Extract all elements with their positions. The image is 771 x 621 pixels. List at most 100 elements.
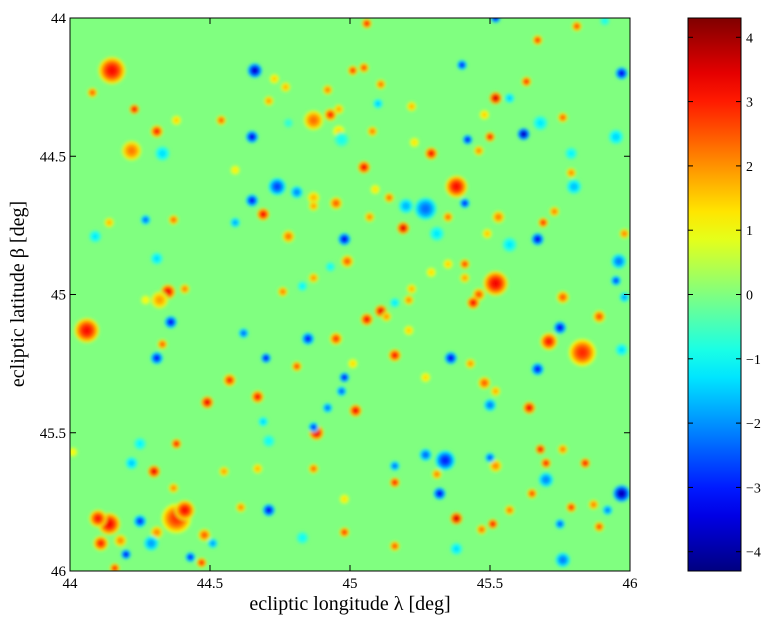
- heatmap-spot: [197, 528, 212, 543]
- heatmap-spot: [490, 18, 502, 24]
- heatmap-spot: [554, 551, 572, 569]
- heatmap-spot: [481, 228, 493, 240]
- heatmap-spot: [564, 146, 579, 161]
- heatmap-spot: [281, 229, 296, 244]
- heatmap-spot: [478, 109, 490, 121]
- heatmap-spot: [406, 283, 418, 295]
- heatmap-spot: [487, 518, 499, 530]
- heatmap-spot: [459, 197, 471, 209]
- heatmap-spot: [245, 129, 259, 144]
- heatmap-spot: [296, 280, 308, 292]
- heatmap-spot: [263, 95, 275, 107]
- heatmap-spot: [168, 482, 180, 494]
- heatmap-spot: [383, 192, 395, 204]
- heatmap-spot: [302, 109, 325, 132]
- heatmap-spot: [124, 456, 139, 471]
- heatmap-spot: [526, 487, 538, 500]
- heatmap-spot: [170, 114, 182, 126]
- heatmap-spot: [364, 211, 376, 223]
- heatmap-spot: [70, 446, 79, 458]
- heatmap-spot: [403, 294, 415, 306]
- heatmap-spot: [250, 389, 265, 404]
- heatmap-spot: [366, 125, 378, 137]
- heatmap-spot: [338, 526, 350, 538]
- heatmap-spot: [459, 258, 471, 270]
- colorbar-tick-label: −2: [746, 417, 761, 432]
- heatmap-spot: [548, 205, 561, 218]
- y-axis-ticks: 44 44.5 45 45.5 46: [40, 11, 630, 580]
- heatmap-spot: [537, 471, 555, 489]
- heatmap-spot: [610, 275, 622, 287]
- heatmap-spot: [154, 145, 171, 162]
- x-tick-label: 44.5: [197, 576, 223, 592]
- heatmap-spot: [277, 286, 289, 298]
- heatmap-spot: [291, 360, 303, 372]
- heatmap-spot: [432, 486, 447, 501]
- heatmap-spot: [173, 498, 196, 522]
- heatmap-spot: [387, 348, 402, 363]
- heatmap-spot: [420, 371, 432, 384]
- heatmap-spot: [442, 258, 454, 270]
- heatmap-spot: [338, 371, 350, 384]
- heatmap-spot: [532, 114, 549, 132]
- heatmap-spot: [389, 540, 401, 552]
- heatmap-spots: [70, 18, 630, 571]
- colorbar-gradient: [687, 17, 742, 572]
- heatmap-spot: [336, 385, 348, 397]
- heatmap-spot: [459, 272, 471, 284]
- heatmap-spot: [86, 87, 98, 99]
- heatmap-spot: [109, 562, 121, 571]
- heatmap-spot: [602, 504, 614, 516]
- heatmap-spot: [408, 136, 420, 149]
- x-tick-label: 46: [623, 576, 639, 592]
- heatmap-spot: [179, 283, 191, 295]
- colorbar-tick-label: −4: [746, 546, 761, 561]
- heatmap-spot: [504, 504, 516, 516]
- heatmap-spot: [431, 468, 443, 480]
- colorbar-tick-label: 0: [746, 289, 753, 304]
- heatmap-spot: [565, 167, 577, 179]
- heatmap-spot: [443, 351, 458, 366]
- heatmap-spot: [539, 331, 559, 352]
- heatmap-spot: [229, 164, 241, 176]
- x-tick-label: 45.5: [477, 576, 503, 592]
- heatmap-spot: [218, 465, 230, 478]
- heatmap-spot: [565, 501, 577, 514]
- heatmap-spot: [520, 75, 533, 88]
- heatmap-spot: [413, 196, 439, 222]
- heatmap-spot: [424, 146, 439, 161]
- heatmap-spot: [207, 537, 219, 549]
- colorbar: 4 3 2 1 0 −1 −2 −3 −4: [687, 17, 761, 572]
- y-tick-label: 45.5: [40, 426, 66, 442]
- heatmap-spot: [571, 20, 583, 32]
- heatmap-spot: [375, 78, 387, 90]
- heatmap-spot: [282, 117, 294, 129]
- heatmap-spot: [340, 254, 355, 269]
- heatmap-spot: [72, 316, 101, 345]
- heatmap-spot: [488, 91, 503, 106]
- heatmap-spot: [610, 252, 628, 270]
- heatmap-spot: [280, 81, 292, 93]
- heatmap-spot: [324, 261, 336, 273]
- heatmap-spot: [428, 225, 446, 243]
- heatmap-spot: [92, 534, 110, 552]
- heatmap-spot: [555, 290, 570, 305]
- heatmap-spot: [476, 523, 488, 536]
- heatmap-spot: [466, 295, 481, 310]
- heatmap-spot: [614, 342, 629, 357]
- y-tick-label: 45: [51, 288, 66, 304]
- heatmap-spot: [96, 55, 128, 86]
- heatmap-spot: [611, 483, 630, 504]
- heatmap-spot: [306, 190, 321, 205]
- heatmap-spot: [358, 62, 370, 74]
- heatmap-spot: [149, 351, 164, 366]
- heatmap-spot: [133, 514, 147, 529]
- heatmap-spot: [484, 131, 496, 143]
- heatmap-spot: [120, 139, 143, 162]
- heatmap-spot: [522, 400, 537, 415]
- colorbar-tick-label: 4: [746, 31, 753, 46]
- heatmap-spot: [501, 236, 518, 254]
- heatmap-spot: [599, 18, 611, 27]
- heatmap-spot: [333, 103, 345, 115]
- heatmap-spot: [537, 217, 549, 229]
